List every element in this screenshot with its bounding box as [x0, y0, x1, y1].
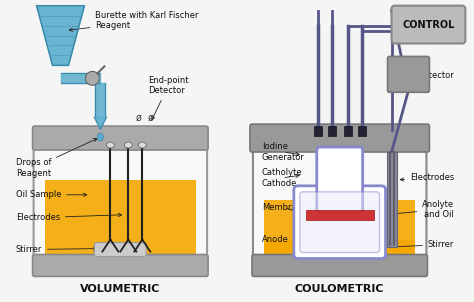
Bar: [45, 180, 196, 255]
Ellipse shape: [85, 71, 100, 85]
Bar: [383, 200, 416, 255]
Polygon shape: [94, 117, 106, 129]
Text: Electrodes: Electrodes: [16, 213, 122, 222]
Bar: [306, 210, 374, 220]
FancyBboxPatch shape: [33, 126, 208, 150]
Bar: [358, 126, 365, 136]
Bar: [264, 200, 296, 255]
Text: Membrane: Membrane: [262, 203, 307, 214]
Text: ø  ø: ø ø: [136, 113, 154, 123]
FancyBboxPatch shape: [94, 243, 146, 256]
Text: Anode: Anode: [262, 235, 326, 250]
Bar: [264, 239, 416, 255]
Text: Iodine
Generator: Iodine Generator: [262, 142, 305, 162]
Text: Stirrer: Stirrer: [16, 245, 97, 254]
FancyBboxPatch shape: [252, 255, 428, 276]
FancyBboxPatch shape: [392, 6, 465, 43]
Text: Catholyte
Cathode: Catholyte Cathode: [262, 168, 302, 188]
Text: End-point
Detector: End-point Detector: [148, 76, 189, 120]
Ellipse shape: [106, 142, 114, 148]
Text: Anolyte
and Oil: Anolyte and Oil: [387, 200, 455, 220]
Text: COULOMETRIC: COULOMETRIC: [295, 284, 384, 294]
Bar: [387, 152, 397, 246]
Text: CONTROL: CONTROL: [402, 20, 455, 30]
Text: Burette with Karl Fischer
Reagent: Burette with Karl Fischer Reagent: [69, 11, 199, 31]
Polygon shape: [36, 6, 84, 66]
FancyBboxPatch shape: [317, 147, 363, 213]
Bar: [344, 126, 352, 136]
FancyBboxPatch shape: [388, 56, 429, 92]
Ellipse shape: [98, 133, 103, 141]
FancyBboxPatch shape: [33, 255, 208, 276]
Text: VOLUMETRIC: VOLUMETRIC: [80, 284, 161, 294]
FancyBboxPatch shape: [34, 133, 207, 269]
Text: Drops of
Reagent: Drops of Reagent: [16, 139, 97, 178]
Text: Stirrer: Stirrer: [364, 240, 455, 250]
Bar: [314, 126, 322, 136]
FancyBboxPatch shape: [300, 192, 380, 252]
Text: Oil Sample: Oil Sample: [16, 190, 87, 199]
FancyBboxPatch shape: [313, 243, 366, 256]
Ellipse shape: [124, 142, 132, 148]
FancyBboxPatch shape: [294, 186, 385, 259]
FancyBboxPatch shape: [253, 133, 427, 269]
Bar: [328, 126, 336, 136]
Text: Electrodes: Electrodes: [400, 173, 455, 182]
Text: Detector: Detector: [393, 71, 455, 80]
FancyBboxPatch shape: [250, 124, 429, 152]
Ellipse shape: [138, 142, 146, 148]
